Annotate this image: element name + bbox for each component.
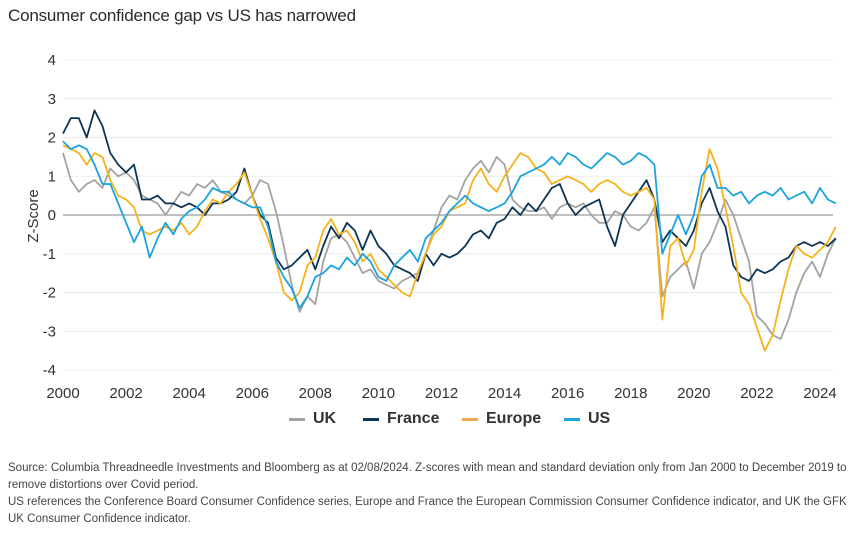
y-tick-label: -1 (43, 246, 56, 263)
x-tick-label: 2000 (46, 385, 79, 402)
legend-item-uk: UK (289, 410, 336, 428)
x-tick-label: 2022 (740, 385, 773, 402)
legend-swatch-france (363, 417, 379, 421)
chart-title: Consumer confidence gap vs US has narrow… (8, 6, 356, 25)
x-tick-label: 2004 (172, 385, 205, 402)
legend-label-us: US (588, 410, 611, 427)
footnote-line-2: US references the Conference Board Consu… (8, 496, 847, 525)
x-tick-label: 2008 (299, 385, 332, 402)
y-axis-label: Z-Score (25, 189, 42, 242)
y-tick-label: -2 (43, 285, 56, 302)
legend-item-europe: Europe (462, 410, 541, 428)
y-tick-label: 3 (48, 91, 56, 108)
x-tick-label: 2020 (677, 385, 710, 402)
legend-label-france: France (387, 410, 440, 427)
series-lines (62, 109, 837, 352)
x-tick-label: 2016 (551, 385, 584, 402)
legend-swatch-uk (289, 417, 305, 421)
y-tick-label: -4 (43, 362, 56, 379)
x-axis-ticks: 2000 2002 2004 2006 2008 2010 2012 2014 2016 2018… (46, 385, 836, 402)
legend-label-uk: UK (313, 410, 337, 427)
legend-label-europe: Europe (486, 410, 542, 427)
series-line-uk (62, 152, 837, 340)
y-tick-label: -3 (43, 323, 56, 340)
y-tick-label: 1 (48, 168, 56, 185)
y-tick-label: 0 (48, 207, 56, 224)
legend-item-us: US (564, 410, 610, 428)
x-tick-label: 2012 (425, 385, 458, 402)
x-tick-label: 2024 (803, 385, 836, 402)
legend-swatch-europe (462, 417, 478, 421)
y-tick-label: 4 (48, 52, 56, 69)
x-tick-label: 2002 (109, 385, 142, 402)
footnote-line-1: Source: Columbia Threadneedle Investment… (8, 462, 847, 491)
series-line-france (62, 109, 837, 282)
x-tick-label: 2014 (488, 385, 521, 402)
source-footnote: Source: Columbia Threadneedle Investment… (8, 460, 853, 528)
legend-item-france: France (363, 410, 439, 428)
x-tick-label: 2010 (362, 385, 395, 402)
x-tick-label: 2018 (614, 385, 647, 402)
y-tick-label: 2 (48, 130, 56, 147)
y-axis-ticks: 4 3 2 1 0 -1 -2 -3 -4 (43, 52, 56, 379)
legend: UK France Europe US (0, 410, 857, 432)
legend-swatch-us (564, 417, 580, 421)
series-line-us (62, 140, 837, 309)
x-tick-label: 2006 (236, 385, 269, 402)
